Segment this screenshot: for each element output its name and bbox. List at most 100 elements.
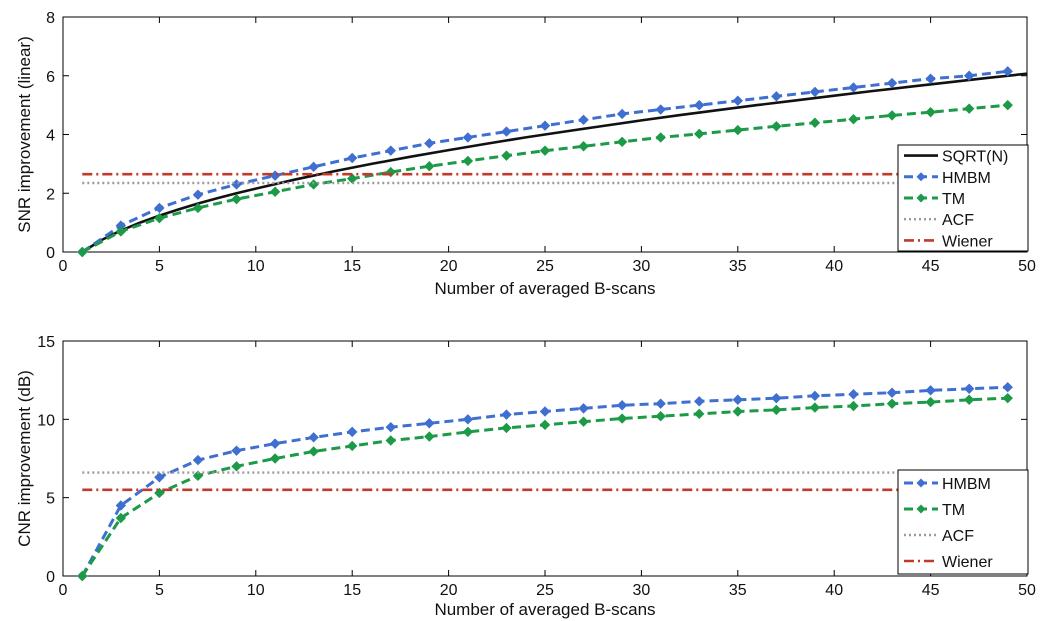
legend-item: ACF <box>904 212 974 229</box>
legend-box <box>897 469 1029 575</box>
data-point <box>115 512 127 524</box>
x-tick-label: 35 <box>729 258 747 275</box>
legend-item: TM <box>904 191 965 208</box>
series-line <box>81 69 1008 254</box>
data-point <box>424 418 435 429</box>
data-point <box>616 136 628 148</box>
legend-marker <box>916 193 926 203</box>
data-point <box>115 500 127 511</box>
legend-item: HMBM <box>904 170 991 187</box>
plot-frame <box>62 340 1028 577</box>
y-tick-label: 0 <box>46 245 55 262</box>
data-point <box>192 454 204 466</box>
data-point <box>1002 66 1013 77</box>
data-point <box>231 193 242 205</box>
data-point <box>308 179 319 190</box>
data-point <box>886 77 898 89</box>
data-point <box>539 406 551 417</box>
legend-label: Wiener <box>942 233 993 250</box>
data-point <box>578 114 589 126</box>
x-tick-label: 10 <box>247 582 265 599</box>
data-point <box>385 435 396 446</box>
legend: HMBM TM ACF Wiener <box>897 469 1029 575</box>
x-tick-label: 40 <box>825 258 843 275</box>
series-hmbm <box>77 382 1013 582</box>
data-point <box>809 117 821 128</box>
data-point <box>231 461 242 472</box>
data-point <box>809 390 821 402</box>
legend-item: ACF <box>904 528 974 545</box>
series-line <box>81 72 1028 254</box>
data-point <box>732 406 744 417</box>
data-point <box>809 86 821 98</box>
x-tick-label: 45 <box>922 582 940 599</box>
data-point <box>578 416 589 427</box>
data-point <box>346 426 358 438</box>
data-point <box>231 445 242 456</box>
data-point <box>771 121 782 132</box>
y-tick-label: 8 <box>46 10 55 27</box>
data-point <box>231 179 242 190</box>
data-point <box>462 426 474 438</box>
data-point <box>886 398 898 409</box>
data-point <box>501 409 512 420</box>
data-point <box>308 432 319 443</box>
data-point <box>694 99 705 111</box>
data-point <box>501 126 512 137</box>
data-point <box>501 422 512 434</box>
legend-item: SQRT(N) <box>904 149 1008 166</box>
data-point <box>154 202 165 214</box>
data-point <box>963 103 975 114</box>
data-point <box>578 403 589 414</box>
data-point <box>154 472 165 483</box>
data-point <box>462 132 474 143</box>
y-axis-label: CNR improvement (dB) <box>15 370 34 547</box>
data-point <box>732 394 744 405</box>
x-tick-label: 10 <box>247 258 265 275</box>
x-tick-label: 0 <box>59 258 68 275</box>
legend-label: HMBM <box>942 170 991 187</box>
y-tick-label: 0 <box>46 569 55 586</box>
series-tm <box>77 99 1013 258</box>
data-point <box>1002 392 1013 404</box>
legend-label: SQRT(N) <box>942 149 1008 166</box>
x-tick-label: 50 <box>1018 258 1036 275</box>
y-tick-label: 2 <box>46 186 55 203</box>
y-tick-label: 6 <box>46 69 55 86</box>
data-point <box>269 453 281 464</box>
data-point <box>732 95 744 106</box>
data-point <box>192 470 204 481</box>
data-point <box>539 145 551 156</box>
data-point <box>616 400 628 411</box>
data-point <box>694 128 705 140</box>
x-tick-label: 5 <box>155 582 164 599</box>
x-tick-label: 25 <box>536 258 554 275</box>
data-point <box>269 170 281 181</box>
data-point <box>539 120 551 131</box>
data-point <box>424 431 435 442</box>
data-point <box>77 570 88 582</box>
legend-label: Wiener <box>942 554 993 571</box>
data-point <box>385 145 396 156</box>
data-point <box>655 132 666 143</box>
legend-marker <box>916 504 926 514</box>
data-point <box>616 108 628 120</box>
data-point <box>346 152 358 164</box>
legend-label: TM <box>942 191 965 208</box>
data-point <box>925 396 936 408</box>
legend-label: ACF <box>942 212 974 229</box>
data-point <box>963 70 975 81</box>
data-point <box>115 226 127 237</box>
data-point <box>655 104 666 115</box>
data-point <box>616 413 628 424</box>
data-point <box>771 404 782 416</box>
data-point <box>771 91 782 102</box>
data-point <box>462 155 474 167</box>
x-tick-label: 45 <box>922 258 940 275</box>
legend: SQRT(N) HMBM TM ACF Wiener <box>897 144 1029 252</box>
legend-marker <box>916 172 926 182</box>
x-tick-label: 5 <box>155 258 164 275</box>
legend-label: TM <box>942 502 965 519</box>
data-point <box>308 446 319 457</box>
data-point <box>1002 99 1013 111</box>
